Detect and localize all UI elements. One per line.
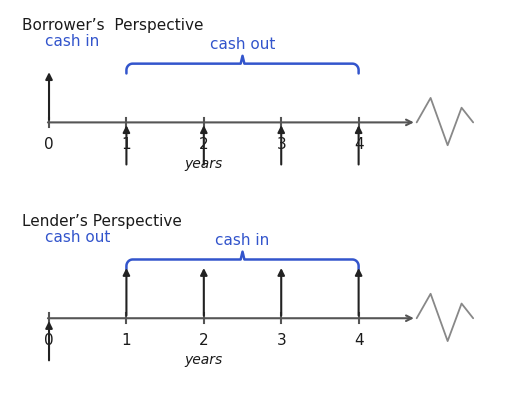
- Text: 2: 2: [199, 137, 208, 152]
- Text: years: years: [185, 157, 223, 171]
- Text: years: years: [185, 353, 223, 366]
- Text: 3: 3: [277, 137, 286, 152]
- Text: cash in: cash in: [215, 233, 270, 248]
- Text: 1: 1: [122, 137, 131, 152]
- Text: 2: 2: [199, 333, 208, 348]
- Text: 3: 3: [277, 333, 286, 348]
- Text: 4: 4: [354, 137, 363, 152]
- Text: Borrower’s  Perspective: Borrower’s Perspective: [22, 18, 203, 33]
- Text: 0: 0: [44, 137, 54, 152]
- Text: cash out: cash out: [210, 37, 275, 52]
- Text: 0: 0: [44, 333, 54, 348]
- Text: Lender’s Perspective: Lender’s Perspective: [22, 214, 182, 229]
- Text: 4: 4: [354, 333, 363, 348]
- Text: cash in: cash in: [45, 34, 100, 49]
- Text: 1: 1: [122, 333, 131, 348]
- Text: cash out: cash out: [45, 230, 110, 245]
